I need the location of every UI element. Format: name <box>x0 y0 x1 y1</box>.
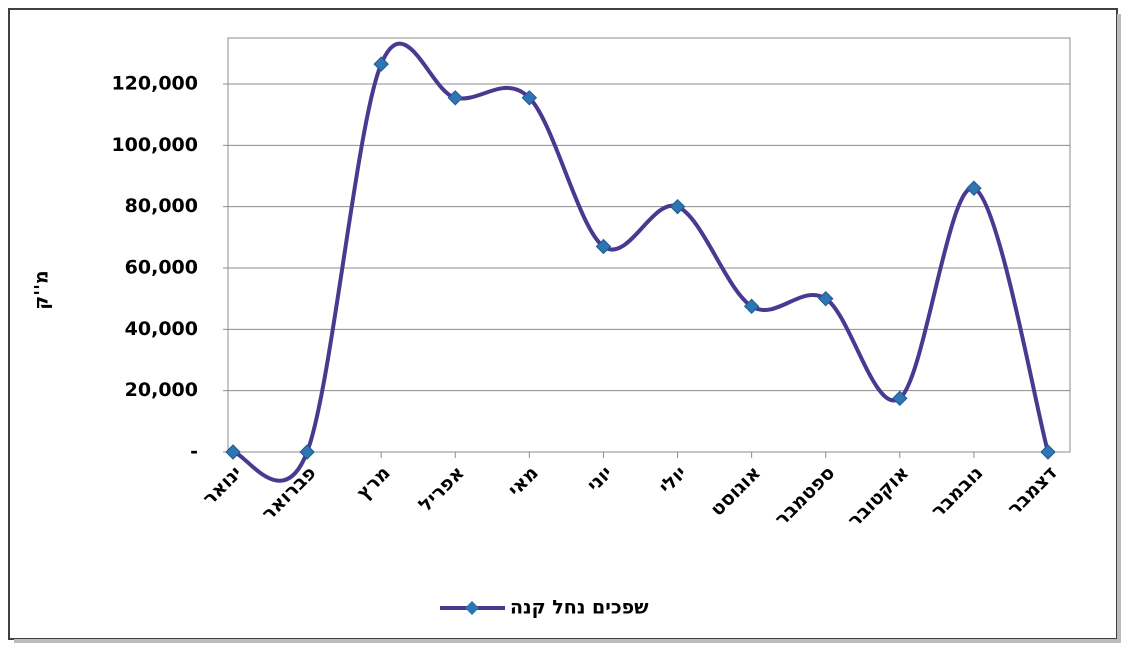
marker <box>299 444 315 460</box>
marker <box>669 198 686 215</box>
series-line <box>232 41 1050 483</box>
marker <box>373 56 389 72</box>
y-axis-label: מ''ק <box>31 270 53 309</box>
frame-shadow <box>14 639 1121 643</box>
marker <box>892 390 908 407</box>
y-tick-label: 80,000 <box>125 195 198 217</box>
y-tick-label: 40,000 <box>125 318 198 340</box>
marker <box>225 444 241 460</box>
y-tick-label: 60,000 <box>125 257 198 279</box>
legend-marker <box>465 601 479 615</box>
frame-shadow <box>1117 14 1121 642</box>
y-tick-label: 120,000 <box>111 73 198 95</box>
y-tick-label: - <box>190 441 198 463</box>
marker <box>818 290 834 307</box>
marker <box>743 298 760 315</box>
marker <box>1040 444 1056 460</box>
legend-label: שפכים נחל קנה <box>510 597 649 619</box>
marker <box>966 180 982 196</box>
chart-frame <box>8 8 1118 640</box>
marker <box>521 90 538 106</box>
y-tick-label: 20,000 <box>125 379 198 401</box>
marker <box>447 90 463 106</box>
y-tick-label: 100,000 <box>111 134 198 156</box>
marker <box>595 238 612 255</box>
